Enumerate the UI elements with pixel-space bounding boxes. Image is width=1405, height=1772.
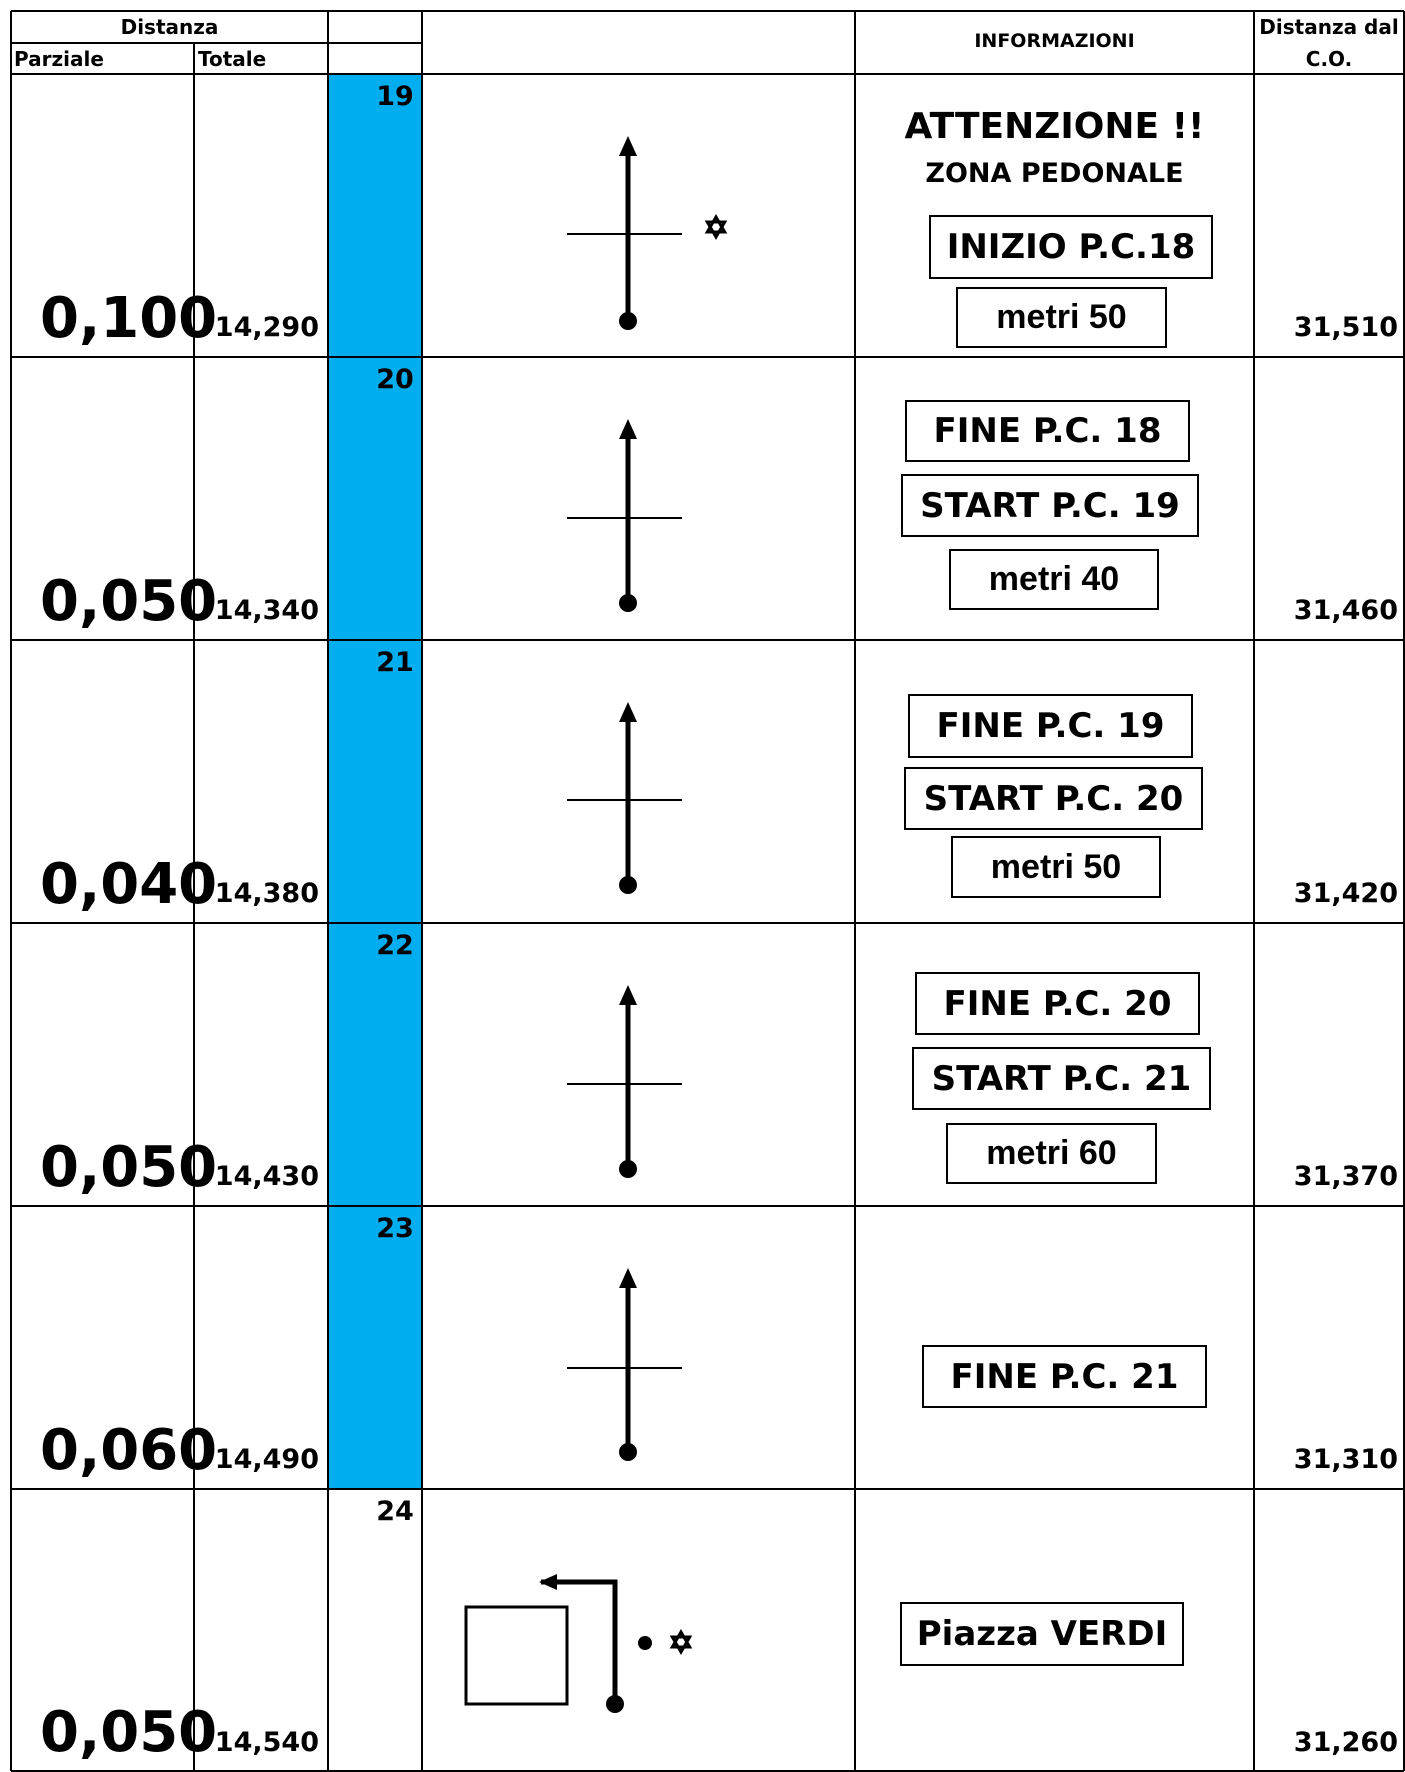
info-box: metri 60 bbox=[946, 1123, 1157, 1184]
distance-total: 14,540 bbox=[214, 1727, 319, 1758]
header-distanza-co-line2: C.O. bbox=[1305, 47, 1353, 71]
info-box: FINE P.C. 21 bbox=[922, 1345, 1207, 1408]
distance-total: 14,380 bbox=[214, 878, 319, 909]
header-distanza-co-line1: Distanza dal bbox=[1259, 15, 1399, 39]
info-box: FINE P.C. 20 bbox=[915, 972, 1200, 1035]
info-box: START P.C. 20 bbox=[904, 767, 1203, 830]
tulip-straight-crossing-icon bbox=[567, 136, 728, 330]
distance-to-co: 31,260 bbox=[1293, 1727, 1398, 1758]
distance-partial: 0,050 bbox=[40, 569, 218, 634]
highlight-step-20 bbox=[328, 357, 422, 639]
landmark-star-icon bbox=[704, 214, 728, 240]
landmark-star-icon bbox=[669, 1629, 693, 1655]
step-number: 23 bbox=[376, 1213, 414, 1244]
tulip-straight-crossing-icon bbox=[567, 419, 682, 612]
step-number: 24 bbox=[376, 1496, 414, 1527]
tulip-straight-crossing-icon bbox=[567, 1268, 682, 1461]
distance-partial: 0,050 bbox=[40, 1135, 218, 1200]
info-subheading: ZONA PEDONALE bbox=[925, 158, 1184, 189]
info-box: metri 40 bbox=[949, 549, 1159, 610]
info-box: START P.C. 21 bbox=[912, 1047, 1211, 1110]
header-parziale: Parziale bbox=[14, 47, 104, 71]
info-box: START P.C. 19 bbox=[901, 474, 1199, 537]
distance-total: 14,490 bbox=[214, 1444, 319, 1475]
header-informazioni: INFORMAZIONI bbox=[974, 30, 1135, 52]
highlight-step-23 bbox=[328, 1206, 422, 1488]
highlight-step-21 bbox=[328, 640, 422, 922]
header-totale: Totale bbox=[198, 47, 267, 71]
distance-to-co: 31,420 bbox=[1293, 878, 1398, 909]
distance-to-co: 31,460 bbox=[1293, 595, 1398, 626]
distance-partial: 0,050 bbox=[40, 1700, 218, 1765]
step-number: 21 bbox=[376, 647, 414, 678]
info-box: FINE P.C. 19 bbox=[908, 694, 1193, 758]
tulip-left-turn-square-icon bbox=[464, 1574, 693, 1713]
header-distanza: Distanza bbox=[120, 15, 219, 39]
info-heading: ATTENZIONE !! bbox=[904, 106, 1205, 147]
info-box: INIZIO P.C.18 bbox=[929, 215, 1213, 279]
tulip-straight-crossing-icon bbox=[567, 702, 682, 894]
step-number: 19 bbox=[376, 81, 414, 112]
distance-total: 14,430 bbox=[214, 1161, 319, 1192]
tulip-straight-crossing-icon bbox=[567, 985, 682, 1178]
distance-to-co: 31,370 bbox=[1293, 1161, 1398, 1192]
distance-to-co: 31,510 bbox=[1293, 312, 1398, 343]
info-box: Piazza VERDI bbox=[900, 1602, 1184, 1666]
info-box: metri 50 bbox=[951, 836, 1161, 898]
highlight-step-22 bbox=[328, 923, 422, 1205]
step-number: 20 bbox=[376, 364, 414, 395]
distance-to-co: 31,310 bbox=[1293, 1444, 1398, 1475]
distance-partial: 0,060 bbox=[40, 1418, 218, 1483]
highlight-step-19 bbox=[328, 74, 422, 356]
step-number: 22 bbox=[376, 930, 414, 961]
distance-partial: 0,040 bbox=[40, 852, 218, 917]
distance-partial: 0,100 bbox=[40, 286, 218, 351]
info-box: metri 50 bbox=[956, 287, 1167, 348]
distance-total: 14,340 bbox=[214, 595, 319, 626]
info-box: FINE P.C. 18 bbox=[905, 400, 1190, 462]
distance-total: 14,290 bbox=[214, 312, 319, 343]
